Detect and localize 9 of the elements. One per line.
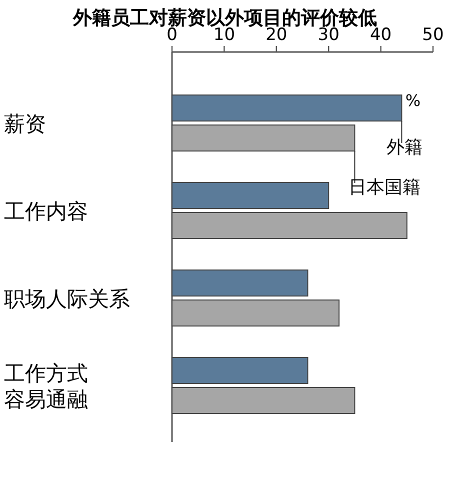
series-label: 日本国籍 (348, 177, 421, 198)
y-tick-label: 工作方式容易通融 (4, 362, 88, 412)
x-tick-label: 50 (422, 25, 444, 45)
x-tick-label: 10 (213, 25, 236, 45)
x-axis-title: % (405, 91, 421, 110)
y-tick-label: 薪资 (4, 112, 46, 136)
series-label: 外籍 (386, 137, 423, 158)
y-tick-label: 工作内容 (4, 200, 88, 224)
y-tick-label: 职场人际关系 (4, 287, 130, 311)
